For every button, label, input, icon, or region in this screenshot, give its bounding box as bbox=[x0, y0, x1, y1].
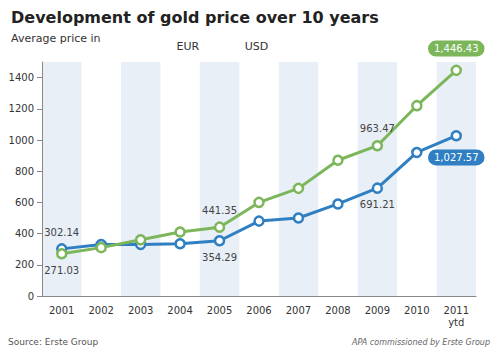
svg-text:354.29: 354.29 bbox=[202, 252, 237, 263]
svg-text:0: 0 bbox=[28, 291, 34, 302]
svg-text:2011: 2011 bbox=[444, 305, 469, 316]
svg-text:691.21: 691.21 bbox=[360, 199, 395, 210]
svg-text:Source: Erste Group: Source: Erste Group bbox=[8, 337, 98, 347]
svg-text:Development of gold price over: Development of gold price over 10 years bbox=[11, 8, 379, 27]
svg-text:963.47: 963.47 bbox=[360, 123, 395, 134]
svg-text:1000: 1000 bbox=[9, 135, 34, 146]
svg-text:USD: USD bbox=[245, 40, 269, 53]
svg-text:302.14: 302.14 bbox=[44, 227, 79, 238]
svg-text:2004: 2004 bbox=[167, 305, 192, 316]
svg-text:2009: 2009 bbox=[365, 305, 390, 316]
svg-text:2002: 2002 bbox=[88, 305, 113, 316]
svg-text:1,027.57: 1,027.57 bbox=[434, 152, 479, 163]
svg-text:271.03: 271.03 bbox=[44, 265, 79, 276]
svg-text:1,446.43: 1,446.43 bbox=[434, 43, 479, 54]
svg-text:EUR: EUR bbox=[177, 40, 200, 53]
svg-text:1200: 1200 bbox=[9, 103, 34, 114]
svg-text:2006: 2006 bbox=[246, 305, 271, 316]
svg-text:Average price in: Average price in bbox=[11, 32, 101, 45]
svg-text:800: 800 bbox=[15, 166, 34, 177]
svg-text:441.35: 441.35 bbox=[202, 205, 237, 216]
svg-text:2005: 2005 bbox=[207, 305, 232, 316]
svg-text:2010: 2010 bbox=[404, 305, 429, 316]
svg-text:600: 600 bbox=[15, 197, 34, 208]
svg-text:200: 200 bbox=[15, 259, 34, 270]
svg-text:2003: 2003 bbox=[128, 305, 153, 316]
svg-text:2001: 2001 bbox=[49, 305, 74, 316]
svg-text:1400: 1400 bbox=[9, 72, 34, 83]
svg-text:2008: 2008 bbox=[325, 305, 350, 316]
svg-text:400: 400 bbox=[15, 228, 34, 239]
svg-text:2007: 2007 bbox=[286, 305, 311, 316]
svg-text:ytd: ytd bbox=[448, 317, 464, 328]
svg-text:APA commissioned by Erste Grou: APA commissioned by Erste Group bbox=[351, 338, 490, 347]
